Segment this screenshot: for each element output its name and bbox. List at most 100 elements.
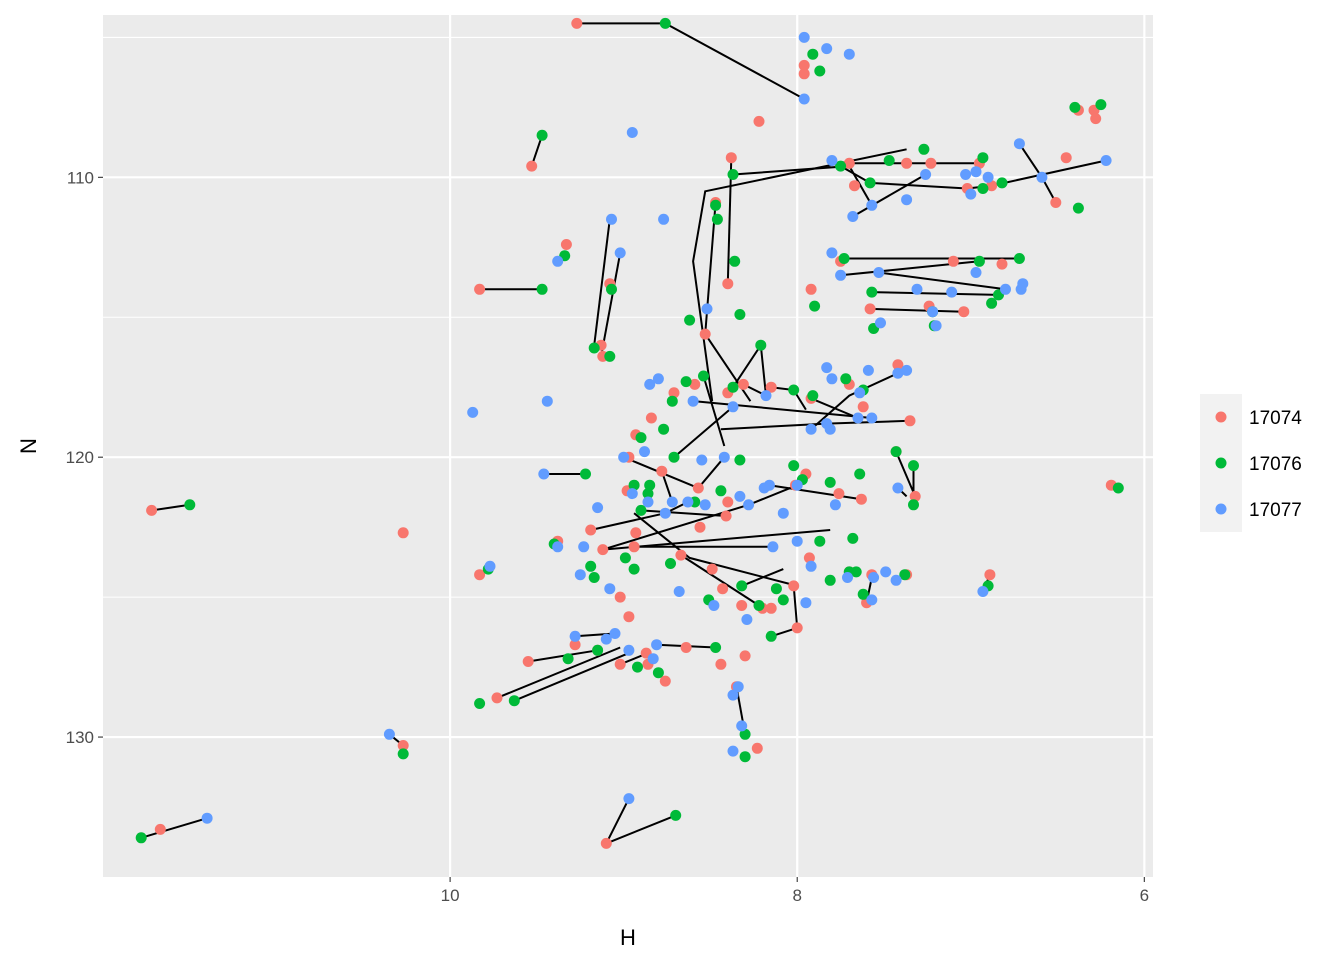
point-17076 (659, 17, 671, 29)
point-17076 (1112, 482, 1124, 494)
point-17077 (901, 364, 913, 376)
point-17074 (715, 658, 727, 670)
point-17076 (840, 373, 852, 385)
connection-line (870, 307, 964, 313)
point-17077 (642, 496, 654, 508)
point-17077 (791, 479, 803, 491)
point-17077 (666, 496, 678, 508)
point-17076 (668, 451, 680, 463)
point-17074 (630, 527, 642, 539)
point-17077 (1000, 283, 1011, 295)
point-17076 (642, 488, 654, 500)
point-17074 (958, 306, 970, 318)
point-17074 (560, 239, 572, 250)
point-17076 (628, 563, 640, 575)
connection-line (680, 554, 760, 607)
point-17077 (911, 283, 923, 295)
legend-marker (1215, 411, 1227, 423)
point-17074 (585, 524, 597, 536)
connection-line (633, 512, 798, 587)
point-17074 (947, 255, 959, 267)
point-17077 (854, 387, 866, 399)
point-17077 (727, 401, 739, 413)
point-17076 (658, 423, 670, 435)
point-17076 (1069, 101, 1081, 113)
point-17077 (741, 614, 753, 625)
point-17076 (729, 255, 741, 267)
point-17074 (699, 328, 711, 340)
point-17077 (1013, 138, 1025, 150)
point-17077 (875, 317, 886, 329)
point-17077 (930, 320, 942, 332)
point-17076 (635, 504, 647, 516)
point-17077 (538, 468, 550, 480)
point-17076 (588, 572, 600, 583)
point-17076 (1013, 253, 1025, 264)
point-17077 (970, 166, 982, 178)
point-17074 (526, 160, 538, 172)
point-17074 (736, 600, 748, 611)
connection-line (895, 451, 917, 497)
point-17077 (552, 541, 564, 553)
x-axis-ticks: 10 8 6 (441, 877, 1149, 905)
point-17074 (668, 387, 680, 399)
point-17074 (925, 157, 937, 169)
point-17077 (880, 566, 892, 578)
point-17076 (585, 560, 597, 572)
point-17077 (977, 586, 989, 597)
point-17076 (807, 390, 819, 402)
point-17076 (736, 580, 748, 592)
x-axis-title: H (620, 925, 636, 950)
point-17076 (727, 381, 739, 393)
point-17077 (682, 496, 694, 508)
connection-line (732, 342, 768, 398)
point-17077 (1017, 278, 1029, 290)
point-17076 (824, 574, 836, 586)
point-17077 (960, 169, 972, 180)
point-17076 (977, 152, 989, 164)
point-17074 (1060, 152, 1072, 164)
point-17076 (753, 600, 765, 611)
legend-label: 17076 (1249, 454, 1302, 475)
point-17076 (592, 644, 604, 656)
point-17076 (684, 314, 696, 326)
grid-minor (103, 36, 1153, 598)
point-17074 (600, 837, 612, 849)
legend: 17074 17076 17077 (1200, 394, 1302, 532)
point-17074 (722, 496, 734, 508)
point-17076 (908, 499, 919, 511)
point-17074 (680, 642, 692, 653)
point-17074 (765, 381, 777, 393)
point-17077 (652, 373, 664, 385)
connection-line (769, 484, 862, 501)
point-17077 (484, 560, 496, 572)
point-17077 (890, 574, 902, 586)
point-17077 (574, 569, 586, 581)
point-17077 (798, 93, 810, 105)
point-17074 (717, 583, 729, 595)
point-17076 (508, 695, 520, 707)
point-17077 (727, 745, 739, 757)
point-17074 (614, 591, 626, 603)
point-17077 (708, 600, 720, 611)
point-17077 (920, 169, 932, 180)
point-17074 (984, 569, 996, 581)
point-17074 (706, 563, 718, 575)
point-17076 (710, 199, 722, 211)
point-17076 (397, 748, 409, 760)
point-17077 (743, 499, 755, 511)
y-tick-label: 120 (66, 448, 94, 467)
connection-line (528, 649, 598, 663)
point-17077 (658, 213, 670, 225)
point-17077 (1100, 155, 1112, 166)
point-17074 (1050, 197, 1062, 208)
point-17076 (1072, 202, 1084, 214)
point-17077 (609, 628, 621, 639)
point-17076 (666, 395, 678, 407)
point-17077 (600, 633, 612, 645)
point-17077 (760, 390, 772, 402)
point-17074 (397, 527, 409, 539)
point-17074 (864, 303, 876, 315)
point-17076 (628, 479, 640, 491)
point-17074 (904, 415, 916, 427)
